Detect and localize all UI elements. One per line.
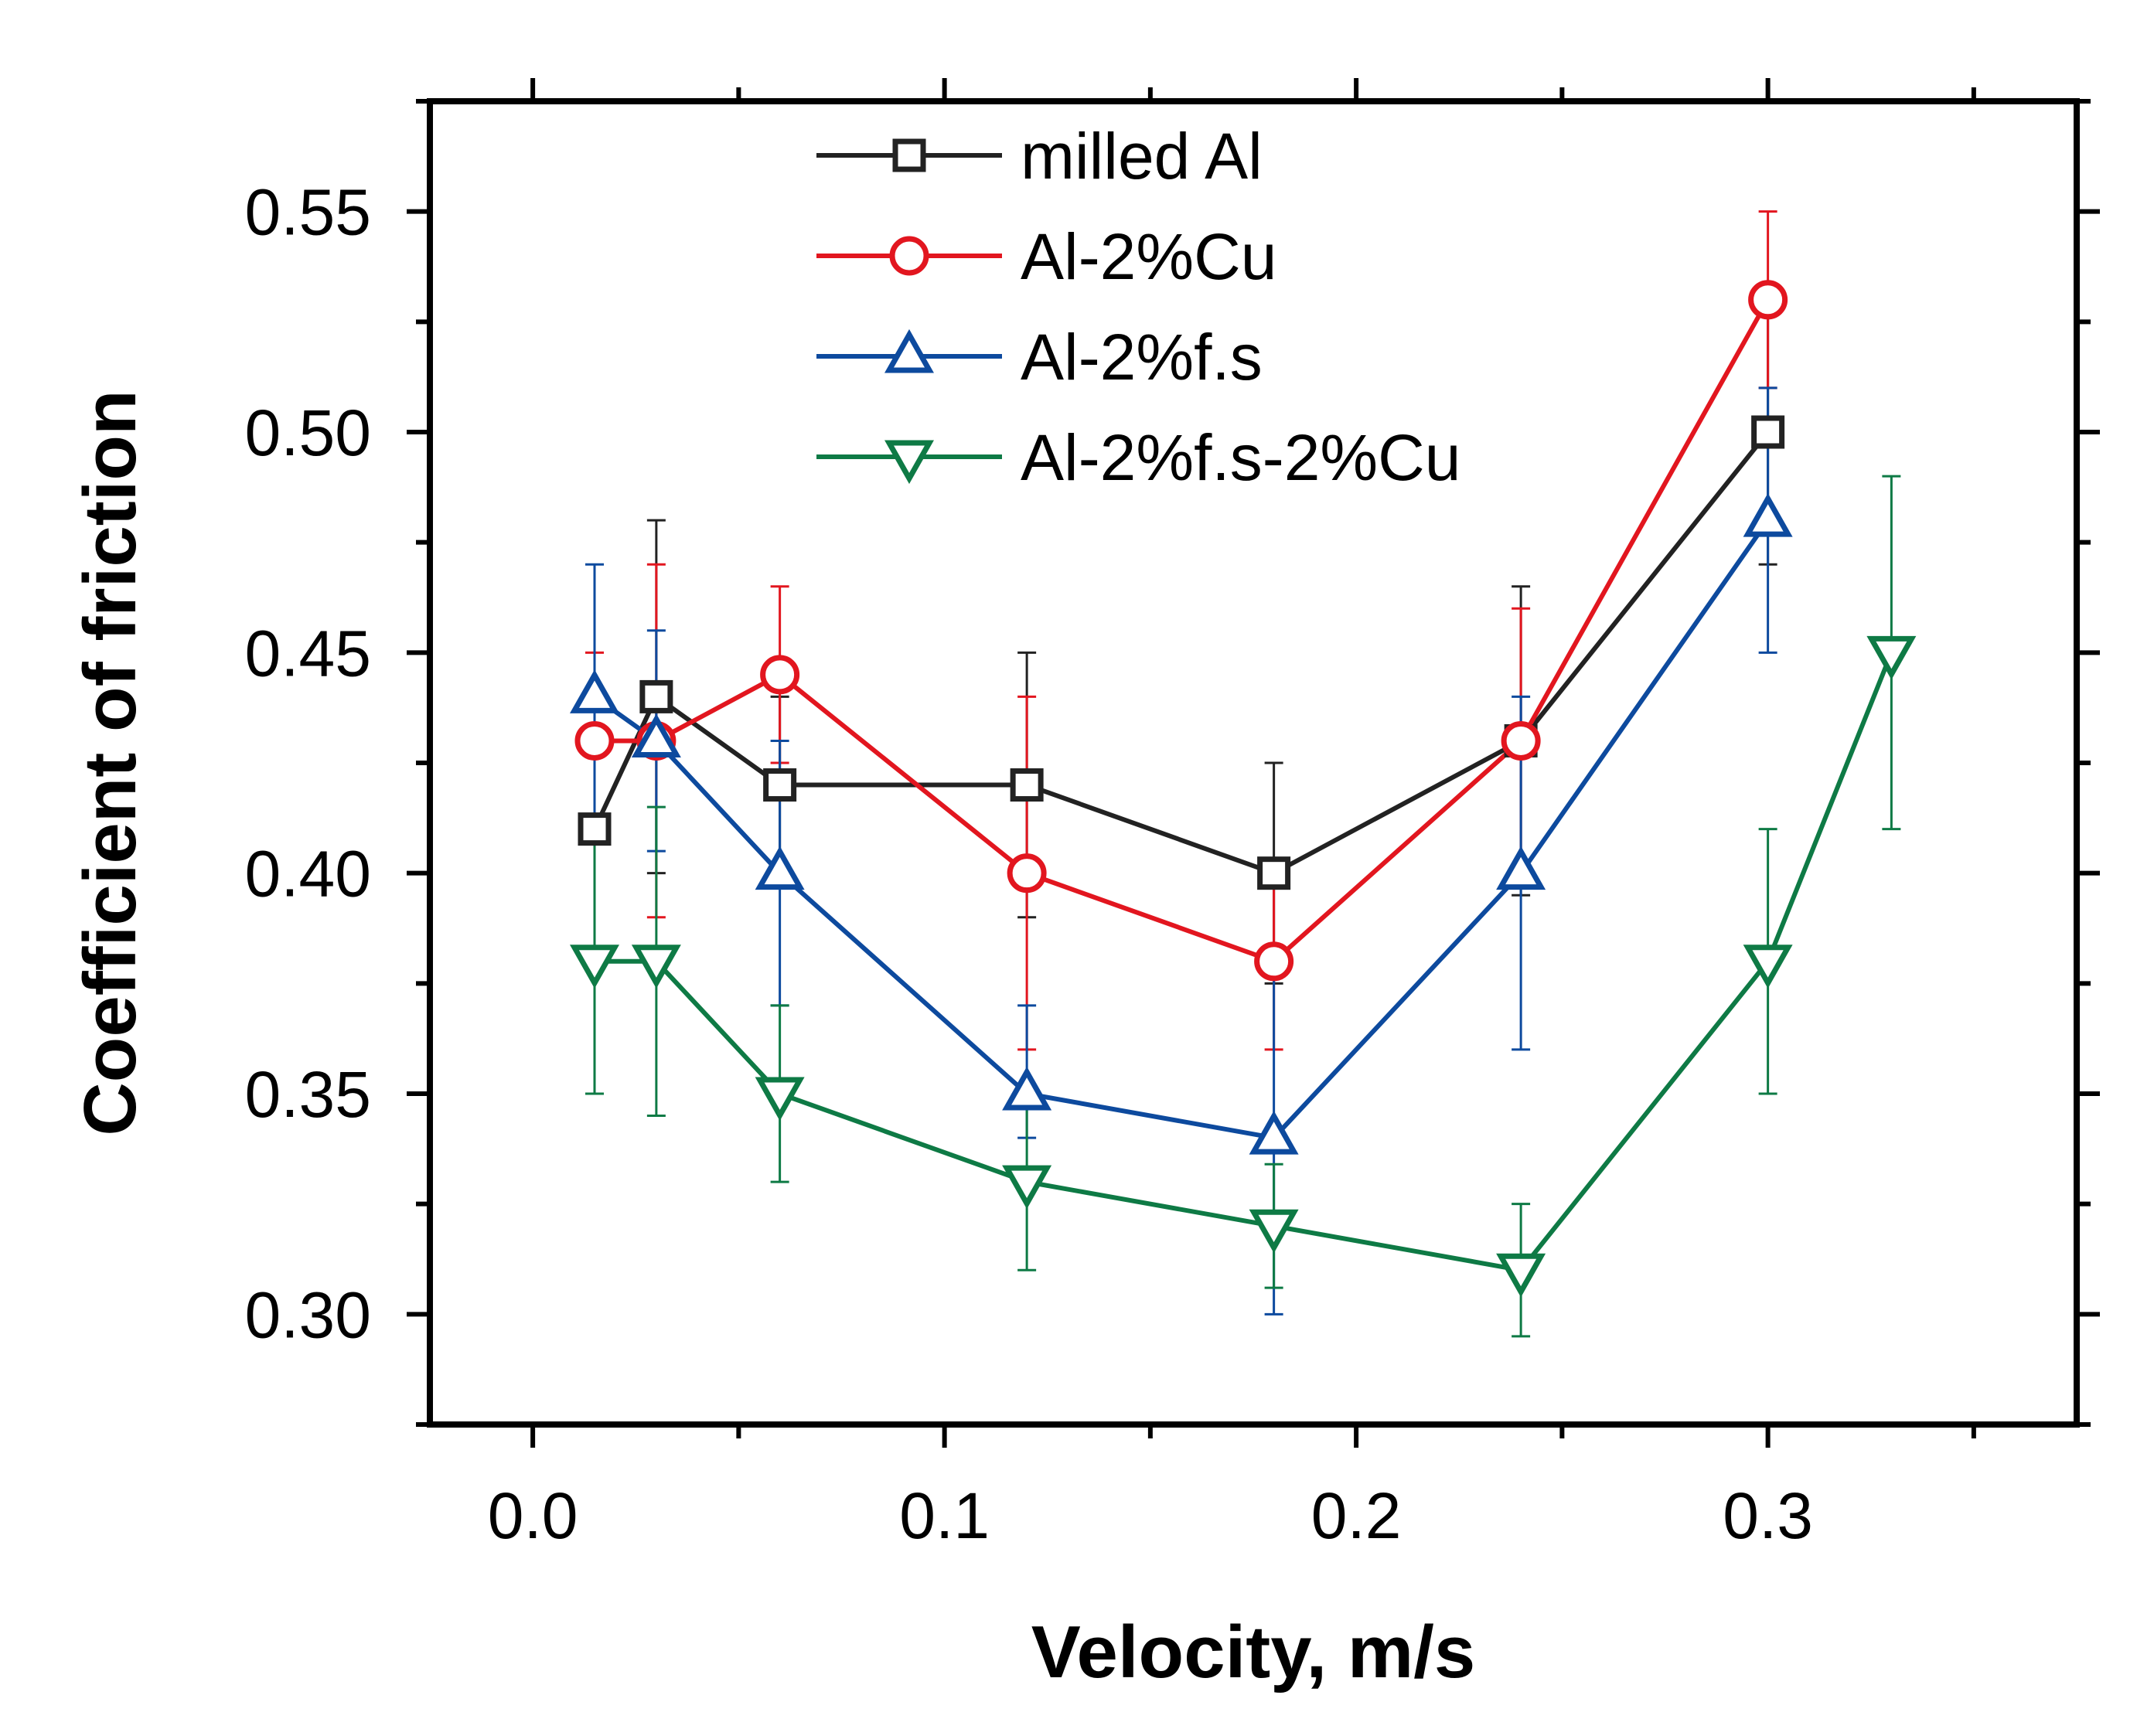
y-tick-label: 0.30 [245,1278,372,1351]
data-point [631,945,681,989]
data-point [574,720,615,761]
data-point [1007,853,1047,894]
data-point [1002,1165,1052,1210]
legend-label: milled Al [1021,120,1263,192]
x-tick-label: 0.3 [1723,1479,1813,1552]
data-point [1002,1066,1052,1111]
data-point [631,713,681,757]
legend-marker [884,440,934,485]
x-axis-title: Velocity, m/s [1031,1611,1476,1693]
y-tick-label: 0.35 [245,1058,372,1131]
data-point [1010,768,1044,802]
series-line [595,652,1894,1273]
legend-marker [889,236,929,276]
legend-item: Al-2%f.s [816,321,1263,393]
legend-item: Al-2%Cu [816,220,1276,293]
data-point [755,846,805,890]
data-point [1257,856,1291,890]
legend-item: milled Al [816,120,1263,192]
legend-label: Al-2%f.s-2%Cu [1021,421,1461,494]
legend-label: Al-2%Cu [1021,220,1276,293]
data-point [578,812,612,846]
data-markers [570,280,1917,1298]
data-point [570,945,619,989]
x-tick-label: 0.0 [488,1479,578,1552]
data-point [570,669,619,713]
data-point [1866,635,1917,680]
y-tick-label: 0.55 [245,176,372,249]
x-tick-label: 0.2 [1311,1479,1402,1552]
data-point [1743,945,1793,989]
data-point [1249,1110,1299,1155]
y-tick-label: 0.45 [245,617,372,689]
y-tick-label: 0.40 [245,838,372,911]
data-point [639,679,673,713]
data-point [760,655,800,695]
x-tick-labels: 0.0 0.1 0.2 0.3 [488,1479,1813,1552]
y-axis-title: Coefficient of friction [69,390,152,1135]
data-point [1496,846,1546,890]
data-point [763,768,797,802]
data-point [1496,1253,1546,1298]
legend-marker [884,328,934,373]
y-tick-labels: 0.30 0.35 0.40 0.45 0.50 0.55 [245,176,372,1352]
data-point [1751,415,1785,449]
data-point [1501,720,1541,761]
plot-frame [427,98,2080,1428]
series-line [592,431,1770,876]
data-point [755,1077,805,1122]
data-point [1748,280,1788,320]
legend-marker [892,138,926,172]
data-point [1254,941,1294,982]
data-point [1249,1209,1299,1254]
x-tick-label: 0.1 [899,1479,990,1552]
legend-item: Al-2%f.s-2%Cu [816,421,1461,494]
legend-label: Al-2%f.s [1021,321,1263,393]
legend: milled Al Al-2%Cu Al-2%f.s Al-2%f.s-2%Cu [816,120,1461,494]
y-tick-label: 0.50 [245,397,372,469]
data-point [1743,493,1793,537]
